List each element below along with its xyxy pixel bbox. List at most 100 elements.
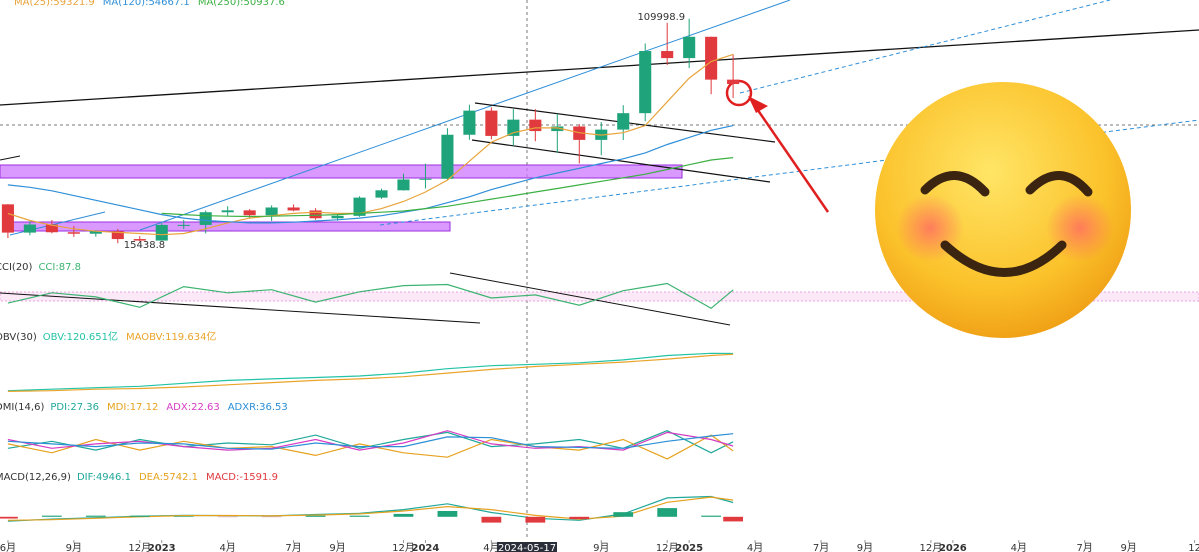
series-line [7, 434, 734, 460]
histogram-bar [85, 515, 106, 517]
trendline [449, 272, 731, 326]
candle-body [727, 79, 740, 85]
histogram-bar [613, 512, 634, 517]
series-line [7, 53, 734, 236]
candle-body [529, 119, 542, 132]
candle-body [177, 224, 190, 226]
series-line [7, 352, 734, 392]
candle-body [353, 197, 366, 216]
annotation: 15438.8 [124, 240, 165, 251]
legend-entry: MACD:-1591.9 [206, 472, 278, 483]
x-tick-label: 2024 [412, 543, 440, 552]
histogram-bar [437, 511, 458, 517]
panel-label: OBV(30) [0, 332, 37, 343]
histogram-bar [701, 515, 722, 517]
legend-entry: DIF:4946.1 [77, 472, 131, 483]
zone [0, 164, 683, 179]
trendline [0, 155, 21, 161]
trendline [739, 0, 1111, 94]
x-tick-label: 2025 [675, 543, 703, 552]
candle-body [639, 51, 652, 114]
panel-label: CCI(20) [0, 262, 33, 273]
x-tick-label: 7月 [285, 542, 301, 552]
candle-body [661, 51, 674, 59]
x-tick-label: 9月 [329, 542, 345, 552]
panel-label: DMI(14,6) [0, 402, 44, 413]
candle-body [45, 224, 58, 233]
candle-body [111, 231, 124, 240]
histogram-bar [393, 513, 414, 517]
histogram-bar [569, 516, 590, 520]
x-tick-label: 12月 [920, 542, 943, 552]
histogram-bar [525, 516, 546, 523]
candle-body [199, 212, 212, 225]
x-tick-label: 4月 [747, 542, 763, 552]
x-tick-label: 7月 [813, 542, 829, 552]
histogram-bar [481, 516, 502, 523]
x-tick-label: 4月 [483, 542, 499, 552]
candle-body [89, 231, 102, 234]
x-tick-label: 12月 [656, 542, 679, 552]
candle-body [419, 178, 432, 180]
highlight-circle [725, 79, 753, 107]
annotation: 109998.9 [637, 12, 685, 23]
candle-body [705, 36, 718, 80]
candle-body [485, 110, 498, 136]
series-line [7, 353, 734, 392]
series-line [161, 157, 734, 218]
x-tick-label: 9月 [66, 542, 82, 552]
histogram-bar [41, 515, 62, 517]
x-tick-label: 2026 [939, 543, 967, 552]
legend-entry: CCI:87.8 [38, 262, 81, 273]
arrow [751, 102, 830, 213]
legend-entry: ADXR:36.53 [228, 402, 288, 413]
x-tick-label: 9月 [857, 542, 873, 552]
histogram-bar [173, 516, 194, 517]
trendline [471, 139, 771, 183]
candle-body [287, 207, 300, 211]
candle-body [463, 110, 476, 135]
legend-entry: ADX:22.63 [166, 402, 219, 413]
candle-body [1, 204, 14, 233]
emoji [875, 82, 1131, 338]
crosshair-label-box [497, 542, 557, 552]
x-tick-label: 2023 [148, 543, 176, 552]
legend-entry: MA(25):59321.9 [14, 0, 95, 8]
x-tick-label: 12月 [128, 542, 151, 552]
histogram-bar [129, 515, 150, 517]
candle-body [375, 190, 388, 198]
x-tick-label: 9月 [593, 542, 609, 552]
x-tick-label: 6月 [0, 542, 16, 552]
legend-entry: MDI:17.12 [107, 402, 158, 413]
arrow-head [748, 96, 768, 113]
candle-body [441, 134, 454, 179]
histogram-bar [723, 516, 744, 522]
histogram-bar [0, 516, 18, 519]
legend-entry: OBV:120.651亿 [43, 330, 118, 343]
x-tick-label: 4月 [1011, 542, 1027, 552]
candle-body [309, 210, 322, 219]
candle-body [617, 113, 630, 130]
candle-body [23, 224, 36, 233]
histogram-bar [657, 508, 678, 517]
candle-body [155, 224, 168, 241]
series-line [7, 282, 734, 310]
candle-body [243, 210, 256, 216]
series-line [7, 433, 734, 450]
x-tick-label: 7月 [1077, 542, 1093, 552]
series-line [7, 125, 734, 224]
x-tick-label: 12月 [392, 542, 415, 552]
histogram-bar [349, 515, 370, 517]
candle-body [683, 36, 696, 59]
trendline [0, 292, 481, 324]
crosshair-label: 2024-05-17 [498, 543, 556, 552]
panel-label: MACD(12,26,9) [0, 472, 71, 483]
legend-entry: MAOBV:119.634亿 [126, 330, 216, 343]
cci-band [0, 291, 1199, 302]
histogram-bar [305, 515, 326, 517]
candle-body [397, 179, 410, 191]
x-tick-label: 9月 [1120, 542, 1136, 552]
candle-body [331, 215, 344, 219]
x-tick-label: 4月 [219, 542, 235, 552]
